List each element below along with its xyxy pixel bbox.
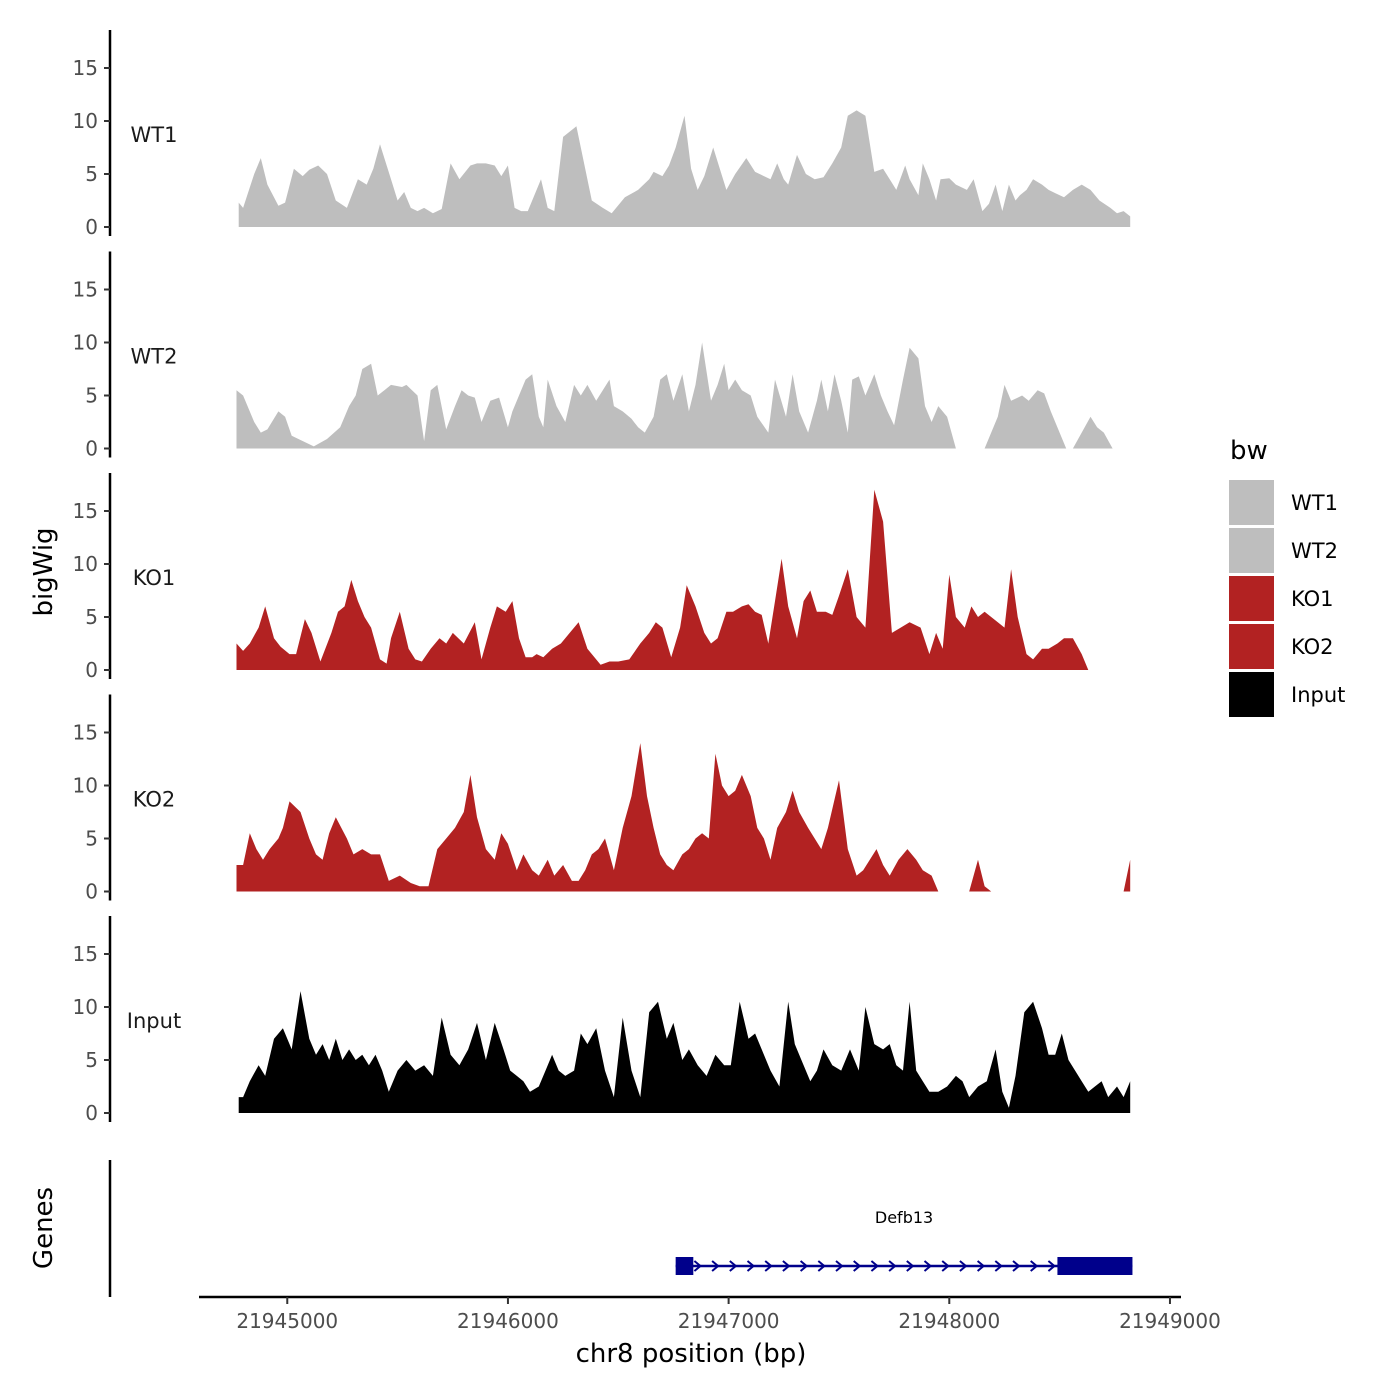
track-label: WT1: [131, 123, 178, 147]
strand-arrow: [994, 1260, 1003, 1272]
gene-defb13: Defb13: [675, 1208, 1133, 1275]
strand-arrow: [906, 1260, 915, 1272]
legend-label: WT1: [1291, 491, 1338, 515]
coverage-area-wt2: [236, 342, 1113, 449]
y-tick-label: 5: [85, 1048, 98, 1072]
gene-name-label: Defb13: [875, 1208, 933, 1227]
strand-arrow: [782, 1260, 791, 1272]
strand-arrow: [923, 1260, 933, 1272]
x-tick-label: 21949000: [1119, 1309, 1221, 1333]
y-tick-label: 15: [73, 721, 98, 745]
coverage-area-ko2: [236, 743, 1131, 892]
coverage-area-wt1: [238, 110, 1131, 227]
y-tick-label: 0: [85, 880, 98, 904]
y-tick-label: 5: [85, 827, 98, 851]
strand-arrow: [959, 1260, 968, 1272]
strand-arrow: [941, 1260, 950, 1272]
strand-arrow: [976, 1260, 986, 1272]
legend-swatch-ko2: [1229, 624, 1274, 669]
y-tick-label: 15: [73, 278, 98, 302]
y-tick-label: 10: [73, 995, 98, 1019]
strand-arrow: [1030, 1260, 1039, 1272]
x-axis-title: chr8 position (bp): [576, 1339, 807, 1369]
y-tick-label: 15: [73, 499, 98, 523]
x-tick-label: 21947000: [678, 1309, 780, 1333]
gene-exon: [675, 1257, 694, 1275]
y-tick-label: 15: [73, 942, 98, 966]
strand-arrow: [729, 1260, 738, 1272]
y-axis-title: bigWig: [29, 527, 59, 616]
y-tick-label: 5: [85, 384, 98, 408]
legend-label: KO1: [1291, 587, 1334, 611]
legend-swatch-wt1: [1229, 480, 1274, 525]
legend-swatch-wt2: [1229, 528, 1274, 573]
y-tick-label: 10: [73, 109, 98, 133]
x-tick-label: 21946000: [457, 1309, 559, 1333]
strand-arrow: [835, 1260, 844, 1272]
x-axis: 21945000 21946000 21947000 21948000 21949000: [199, 1295, 1221, 1333]
coverage-tracks: 0 5 10 15 WT1 0 5 10 15 WT2 0 5 10 15 KO1 0 5 10 15 KO2 0 5 10…: [73, 30, 1131, 1125]
y-tick-label: 0: [85, 437, 98, 461]
y-tick-label: 15: [73, 56, 98, 80]
coverage-area-ko1: [236, 489, 1089, 670]
y-tick-label: 10: [73, 552, 98, 576]
strand-arrow: [799, 1260, 809, 1272]
coverage-area-input: [238, 991, 1131, 1113]
y-tick-label: 5: [85, 162, 98, 186]
strand-arrow: [746, 1260, 756, 1272]
track-label: KO1: [133, 566, 176, 590]
y-tick-label: 0: [85, 658, 98, 682]
track-ko1: 0 5 10 15 KO1: [73, 473, 1089, 682]
gene-exon: [1057, 1257, 1133, 1275]
track-label: Input: [127, 1009, 181, 1033]
strand-arrow: [888, 1260, 897, 1272]
strand-arrow: [870, 1260, 879, 1272]
track-label: WT2: [131, 345, 178, 369]
x-tick-label: 21945000: [236, 1309, 338, 1333]
y-tick-label: 0: [85, 215, 98, 239]
legend-label: KO2: [1291, 635, 1334, 659]
track-ko2: 0 5 10 15 KO2: [73, 694, 1131, 904]
track-input: 0 5 10 15 Input: [73, 916, 1131, 1125]
track-label: KO2: [133, 788, 176, 812]
strand-arrow: [1047, 1260, 1056, 1272]
track-wt2: 0 5 10 15 WT2: [73, 251, 1113, 461]
strand-arrow: [764, 1260, 773, 1272]
y-tick-label: 10: [73, 331, 98, 355]
strand-arrow: [711, 1260, 720, 1272]
strand-arrow: [817, 1260, 826, 1272]
track-wt1: 0 5 10 15 WT1: [73, 30, 1131, 239]
strand-arrow: [693, 1260, 702, 1272]
strand-arrow: [853, 1260, 862, 1272]
legend-title: bw: [1230, 436, 1268, 466]
y-tick-label: 10: [73, 774, 98, 798]
y-tick-label: 0: [85, 1101, 98, 1125]
legend-swatch-input: [1229, 672, 1274, 717]
legend-label: WT2: [1291, 539, 1338, 563]
genes-axis-title: Genes: [29, 1187, 59, 1269]
x-tick-label: 21948000: [898, 1309, 1000, 1333]
y-tick-label: 5: [85, 605, 98, 629]
legend: bw WT1 WT2 KO1 KO2 Input: [1229, 436, 1345, 717]
strand-arrow: [1012, 1260, 1021, 1272]
gene-track: Defb13: [108, 1160, 1133, 1297]
legend-swatch-ko1: [1229, 576, 1274, 621]
legend-label: Input: [1291, 683, 1345, 707]
